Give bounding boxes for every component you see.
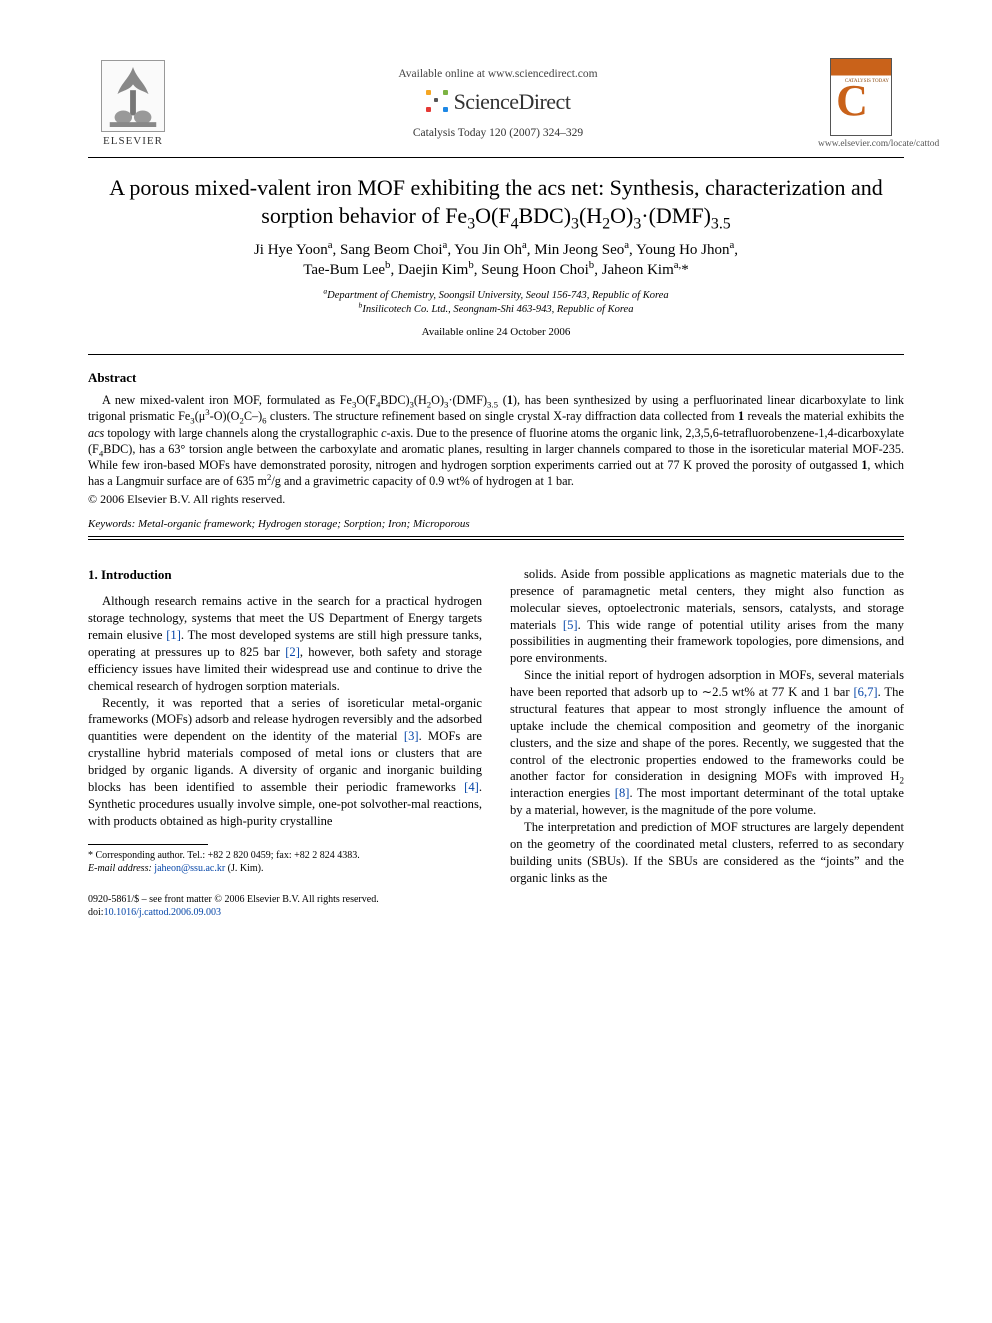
abstract-heading: Abstract (88, 369, 904, 387)
journal-citation: Catalysis Today 120 (2007) 324–329 (178, 126, 818, 142)
footnote-rule (88, 844, 208, 845)
rule-below-keywords-2 (88, 539, 904, 540)
corresponding-author-note: * Corresponding author. Tel.: +82 2 820 … (88, 849, 482, 875)
header-center: Available online at www.sciencedirect.co… (178, 67, 818, 142)
abstract-text: A new mixed-valent iron MOF, formulated … (88, 392, 904, 489)
footer-block: 0920-5861/$ – see front matter © 2006 El… (88, 893, 482, 919)
right-column-text: solids. Aside from possible applications… (510, 566, 904, 887)
masthead: ELSEVIER Available online at www.science… (88, 58, 904, 151)
rule-top (88, 157, 904, 158)
journal-cover-block: C CATALYSIS TODAY www.elsevier.com/locat… (818, 58, 904, 151)
affiliations: aDepartment of Chemistry, Soongsil Unive… (88, 289, 904, 317)
doi-line: doi:10.1016/j.cattod.2006.09.003 (88, 906, 482, 919)
sciencedirect-text: ScienceDirect (454, 87, 571, 117)
issn-line: 0920-5861/$ – see front matter © 2006 El… (88, 893, 482, 906)
two-column-body: 1. Introduction Although research remain… (88, 566, 904, 919)
author-list: Ji Hye Yoona, Sang Beom Choia, You Jin O… (88, 240, 904, 281)
page-root: ELSEVIER Available online at www.science… (0, 0, 992, 959)
sciencedirect-icon (426, 90, 448, 112)
keywords-label: Keywords: (88, 518, 135, 530)
left-column: 1. Introduction Although research remain… (88, 566, 482, 919)
affil-a: Department of Chemistry, Soongsil Univer… (327, 290, 668, 301)
available-date: Available online 24 October 2006 (88, 325, 904, 340)
email-paren: (J. Kim). (228, 863, 264, 874)
journal-cover-icon: C CATALYSIS TODAY (830, 58, 892, 136)
publisher-label: ELSEVIER (88, 134, 178, 149)
available-online-text: Available online at www.sciencedirect.co… (178, 67, 818, 83)
article-title: A porous mixed-valent iron MOF exhibitin… (96, 174, 896, 230)
abstract-body: A new mixed-valent iron MOF, formulated … (88, 392, 904, 489)
rule-above-abstract (88, 354, 904, 355)
left-column-text: Although research remains active in the … (88, 593, 482, 829)
section-1-heading: 1. Introduction (88, 566, 482, 583)
keywords-list: Metal-organic framework; Hydrogen storag… (138, 518, 470, 530)
cover-title-small: CATALYSIS TODAY (845, 79, 889, 85)
email-line: E-mail address: jaheon@ssu.ac.kr (J. Kim… (88, 862, 482, 875)
corresponding-line: * Corresponding author. Tel.: +82 2 820 … (88, 849, 482, 862)
rule-below-keywords-1 (88, 536, 904, 537)
doi-label: doi: (88, 907, 104, 918)
abstract-copyright: © 2006 Elsevier B.V. All rights reserved… (88, 491, 904, 507)
locate-url: www.elsevier.com/locate/cattod (818, 138, 904, 151)
publisher-block: ELSEVIER (88, 60, 178, 149)
elsevier-logo (101, 60, 165, 132)
sciencedirect-brand: ScienceDirect (426, 87, 571, 117)
keywords-line: Keywords: Metal-organic framework; Hydro… (88, 517, 904, 532)
email-label: E-mail address: (88, 863, 152, 874)
right-column: solids. Aside from possible applications… (510, 566, 904, 919)
affil-b: Insilicotech Co. Ltd., Seongnam-Shi 463-… (362, 304, 633, 315)
corresponding-email[interactable]: jaheon@ssu.ac.kr (154, 863, 225, 874)
doi-value[interactable]: 10.1016/j.cattod.2006.09.003 (104, 907, 222, 918)
